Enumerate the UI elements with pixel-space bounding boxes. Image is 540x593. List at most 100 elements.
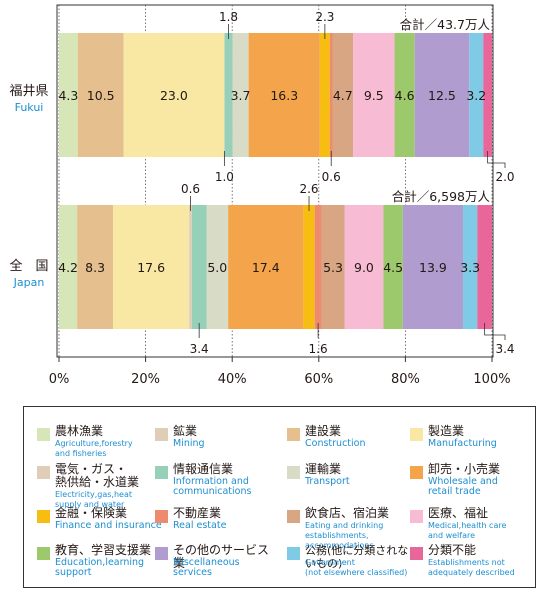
bar-segment bbox=[206, 205, 229, 329]
data-label: 4.2 bbox=[58, 260, 78, 275]
legend-label-en: Construction bbox=[305, 438, 366, 449]
legend-label-ja: 運輸業 bbox=[305, 462, 342, 476]
bar-segment bbox=[321, 205, 345, 329]
callout-line bbox=[487, 151, 506, 168]
bar-segment bbox=[344, 205, 384, 329]
legend-label-en: Manufacturing bbox=[428, 438, 497, 449]
callout-line bbox=[484, 323, 506, 340]
data-label: 4.3 bbox=[58, 88, 78, 103]
bar-total-label: 合計／6,598万人 bbox=[392, 189, 491, 204]
legend-label-en: Miscellaneous services bbox=[173, 557, 240, 578]
legend-label-en: Wholesale and retail trade bbox=[428, 476, 498, 497]
legend-label-ja: その他のサービス業 bbox=[173, 543, 270, 570]
bar-0: 4.3 10.5 23.0 3.7 16.3 4.7 9.5 4.6 12.5 3.2 1.0 1.8… bbox=[58, 10, 514, 184]
x-tick-label: 40% bbox=[218, 372, 247, 387]
data-label: 12.5 bbox=[428, 88, 456, 103]
bar-segment bbox=[353, 33, 395, 157]
callout-label: 3.4 bbox=[190, 342, 209, 356]
callout-label: 0.6 bbox=[322, 170, 341, 184]
bar-segment bbox=[383, 205, 403, 329]
legend-label-en: Finance and insurance bbox=[55, 520, 162, 531]
callout-label: 1.8 bbox=[219, 10, 238, 24]
callout-label: 2.3 bbox=[315, 10, 334, 24]
callout-label: 3.4 bbox=[495, 342, 514, 356]
data-label: 13.9 bbox=[419, 260, 447, 275]
bar-segment bbox=[463, 205, 478, 329]
legend-label-ja: 金融・保険業 bbox=[55, 506, 128, 520]
legend-label-ja: 建設業 bbox=[305, 424, 342, 438]
data-label: 23.0 bbox=[160, 88, 188, 103]
data-label: 4.6 bbox=[395, 88, 415, 103]
bar-segment bbox=[189, 205, 192, 329]
bar-segment bbox=[329, 33, 333, 157]
callout-label: 1.0 bbox=[215, 170, 234, 184]
legend-swatch bbox=[37, 510, 50, 523]
legend-label-en: Real estate bbox=[173, 520, 227, 531]
legend-swatch bbox=[155, 466, 168, 479]
legend-swatch bbox=[155, 547, 168, 560]
legend-label-en: Medical,health care and welfare bbox=[428, 521, 507, 540]
bar-segment bbox=[228, 205, 304, 329]
stacked-bar-chart: 4.3 10.5 23.0 3.7 16.3 4.7 9.5 4.6 12.5 3.2 1.0 1.8… bbox=[9, 4, 515, 387]
legend-swatch bbox=[410, 547, 423, 560]
category-label-ja: 全 国 bbox=[9, 258, 48, 274]
legend-label-ja: 鉱業 bbox=[173, 424, 198, 438]
x-tick-label: 0% bbox=[49, 372, 70, 387]
data-label: 17.4 bbox=[252, 260, 280, 275]
legend-label-en: Transport bbox=[305, 476, 350, 487]
legend-label-en: Information and communications bbox=[173, 476, 252, 497]
bar-segment bbox=[394, 33, 415, 157]
bar-1: 4.2 8.3 17.6 5.0 17.4 5.3 9.0 4.5 13.9 3.3 0.6 3.4 2… bbox=[58, 182, 514, 356]
legend-label-en: Eating and drinking establishments, acco… bbox=[305, 521, 384, 550]
bar-segment bbox=[77, 205, 114, 329]
legend-swatch bbox=[37, 466, 50, 479]
legend-label-ja: 飲食店、宿泊業 bbox=[305, 506, 390, 520]
legend-swatch bbox=[410, 466, 423, 479]
legend: 農林漁業 Agriculture,forestry and fisheries 鉱業… bbox=[23, 406, 536, 588]
legend-label-ja: 教育、学習支援業 bbox=[55, 543, 152, 557]
legend-label-en: Mining bbox=[173, 438, 205, 449]
legend-label-en: Electricity,gas,heat supply and water bbox=[55, 490, 133, 509]
bar-segment bbox=[191, 205, 207, 329]
callout-label: 2.0 bbox=[495, 170, 514, 184]
legend-swatch bbox=[287, 510, 300, 523]
data-label: 9.0 bbox=[354, 260, 374, 275]
x-tick-label: 60% bbox=[304, 372, 333, 387]
category-label-ja: 福井県 bbox=[9, 84, 48, 99]
legend-label-ja: 分類不能 bbox=[428, 543, 477, 557]
data-label: 3.7 bbox=[231, 88, 251, 103]
data-label: 17.6 bbox=[137, 260, 165, 275]
data-label: 3.3 bbox=[460, 260, 480, 275]
x-tick-label: 80% bbox=[391, 372, 420, 387]
bar-segment bbox=[469, 33, 484, 157]
bar-segment bbox=[232, 33, 249, 157]
bar-segment bbox=[477, 205, 492, 329]
data-label: 3.2 bbox=[466, 88, 486, 103]
bar-segment bbox=[303, 205, 315, 329]
legend-label-en: Agriculture,forestry and fisheries bbox=[55, 439, 133, 458]
callout-label: 0.6 bbox=[181, 182, 200, 196]
legend-label-ja: 公務(他に分類されないもの) bbox=[305, 544, 409, 570]
legend-label-ja: 情報通信業 bbox=[173, 462, 234, 476]
legend-swatch bbox=[287, 466, 300, 479]
bar-segment bbox=[402, 205, 464, 329]
legend-label-en: Establishments not adequately described bbox=[428, 558, 515, 577]
plot-frame bbox=[56, 4, 494, 358]
legend-swatch bbox=[37, 547, 50, 560]
legend-swatch bbox=[287, 428, 300, 441]
data-label: 5.0 bbox=[207, 260, 227, 275]
data-label: 4.7 bbox=[333, 88, 353, 103]
legend-swatch bbox=[410, 510, 423, 523]
bar-segment bbox=[319, 33, 330, 157]
bar-total-label: 合計／43.7万人 bbox=[400, 17, 491, 32]
data-label: 4.5 bbox=[383, 260, 403, 275]
x-tick-label: 20% bbox=[131, 372, 160, 387]
legend-label-ja: 医療、福祉 bbox=[428, 506, 489, 520]
x-tick-label: 100% bbox=[473, 372, 510, 387]
legend-swatch bbox=[155, 428, 168, 441]
legend-label-ja: 農林漁業 bbox=[55, 424, 104, 438]
bar-segment bbox=[414, 33, 470, 157]
data-label: 9.5 bbox=[364, 88, 384, 103]
data-label: 8.3 bbox=[85, 260, 105, 275]
category-label-en: Japan bbox=[13, 276, 45, 289]
